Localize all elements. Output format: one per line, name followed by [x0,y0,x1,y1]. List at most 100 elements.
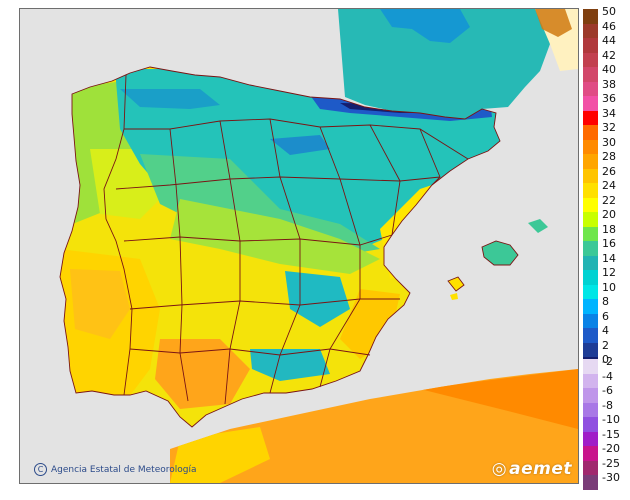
legend-label: 2 [602,338,609,352]
border-v5 [369,124,401,236]
cantabrian-cold [120,89,220,109]
menorca [528,219,548,233]
temperature-legend: 50 46 44 42 40 38 36 34 32 30 28 26 24 22 20 18 16 14 12 10… [583,5,628,490]
legend-swatch [583,417,598,432]
legend-label: 14 [602,251,616,265]
border-n1 [124,118,469,160]
border-c1 [123,234,393,246]
coastline [59,66,501,428]
legend-label: 46 [602,19,616,33]
legend-label: 38 [602,77,616,91]
legend-label: -8 [602,398,613,412]
legend-label: 40 [602,63,616,76]
legend-label: 50 [602,5,616,18]
border-v3 [269,118,301,394]
legend-swatch [583,241,598,256]
legend-label: 6 [602,309,609,323]
legend-swatch [583,183,598,198]
legend-swatch [583,125,598,140]
formentera [450,293,458,300]
legend-label: 16 [602,237,616,250]
legend-label: 34 [602,106,616,120]
alps-warm [535,9,572,37]
legend-label: -20 [602,442,620,455]
legend-swatch [583,284,598,300]
legend-label: 28 [602,150,616,163]
legend-swatch [583,67,598,82]
legend-label: -4 [602,369,613,383]
legend-swatch [583,52,598,68]
legend-swatch [583,96,598,111]
legend-swatch [583,342,598,358]
border-v1 [169,128,189,402]
legend-label: -2 [602,355,613,368]
legend-swatch [583,9,598,24]
legend-label: 4 [602,324,609,337]
legend-swatch [583,373,598,389]
attribution-text: Agencia Estatal de Meteorología [51,464,197,475]
legend-swatch [583,226,598,242]
legend-swatch [583,110,598,126]
aemet-logo: ◎ aemet [492,459,572,479]
legend-swatch [583,328,598,343]
map-canvas [20,9,578,483]
massif-central-cold [380,9,470,43]
legend-swatch [583,402,598,418]
legend-label: 42 [602,48,616,62]
mallorca-outline [481,240,519,266]
legend-swatch [583,299,598,314]
legend-swatch [583,139,598,155]
ibiza-outline [447,276,465,292]
iberian-system-cold [270,135,330,155]
sierra-nevada-cool [250,349,330,381]
north-africa-field [170,369,578,483]
legend-label: -6 [602,384,613,397]
legend-label: -10 [602,413,620,426]
alentejo-warm [70,269,130,339]
legend-swatch [583,431,598,447]
legend-swatch [583,313,598,329]
legend-swatch [583,197,598,213]
mallorca [482,241,518,265]
aemet-logo-text: aemet [509,459,572,479]
legend-label: 20 [602,208,616,221]
border-v6 [419,128,441,186]
legend-swatch [583,81,598,97]
legend-swatch [583,388,598,403]
cuenca-cool [285,271,350,327]
aemet-logo-icon: ◎ [491,459,508,479]
legend-swatch [583,38,598,53]
morocco-mild [170,427,270,483]
border-v2 [219,120,241,405]
legend-label: 26 [602,164,616,178]
central-mild [170,199,380,274]
legend-label: 22 [602,193,616,207]
legend-swatch [583,23,598,39]
legend-swatch [583,446,598,461]
province-borders [59,66,519,428]
legend-swatch [583,212,598,227]
legend-swatch [583,154,598,169]
border-v4 [319,126,361,388]
legend-label: 8 [602,295,609,308]
legend-label: -30 [602,471,620,484]
legend-swatch [583,168,598,184]
legend-label: 30 [602,135,616,149]
legend-swatch [583,475,598,490]
algeria-hot [420,369,578,429]
portugal-border [103,74,133,396]
copyright-icon: C [34,463,47,476]
legend-swatch [583,460,598,476]
legend-label: 32 [602,121,616,134]
legend-label: -15 [602,427,620,441]
legend-swatch [583,359,598,374]
legend-label: 0 [602,353,609,366]
legend-swatch [583,255,598,271]
border-s1 [129,348,371,356]
france-region [338,9,550,119]
attribution: C Agencia Estatal de Meteorología [34,463,197,476]
border-c2 [129,298,400,310]
legend-label: 24 [602,179,616,192]
legend-label: 44 [602,34,616,47]
temperature-map: C Agencia Estatal de Meteorología ◎ aeme… [19,8,579,484]
